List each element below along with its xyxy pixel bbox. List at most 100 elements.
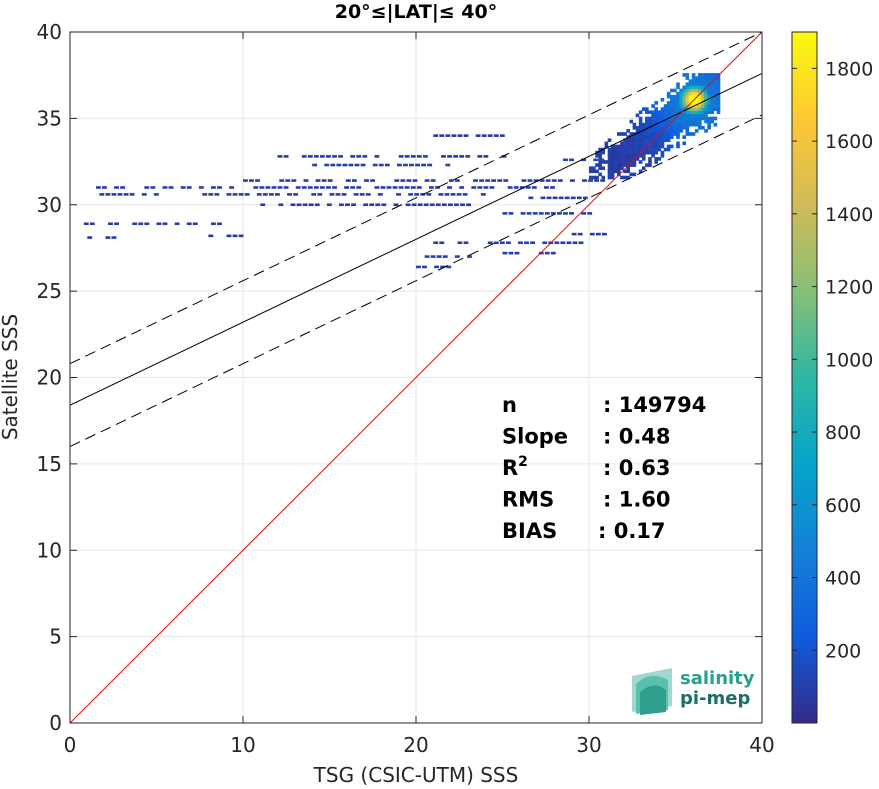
- heatmap-cell: [645, 132, 649, 136]
- heatmap-cell: [651, 116, 655, 121]
- heatmap-cell: [564, 196, 570, 200]
- heatmap-cell: [657, 135, 662, 139]
- heatmap-cell: [403, 163, 408, 167]
- heatmap-cell: [685, 94, 690, 99]
- heatmap-cell: [688, 79, 693, 83]
- heatmap-cell: [648, 116, 652, 121]
- heatmap-cell: [448, 203, 453, 207]
- heatmap-cell: [617, 166, 621, 171]
- heatmap-cell: [356, 186, 362, 189]
- heatmap-cell: [489, 186, 495, 189]
- heatmap-cell: [638, 138, 643, 143]
- heatmap-cell: [694, 79, 699, 83]
- heatmap-cell: [477, 186, 483, 189]
- heatmap-cell: [375, 203, 381, 207]
- heatmap-cell: [657, 144, 662, 149]
- heatmap-cell: [710, 88, 715, 93]
- heatmap-cell: [632, 153, 637, 158]
- heatmap-cell: [283, 155, 289, 158]
- heatmap-cell: [592, 175, 596, 180]
- heatmap-cell: [446, 265, 452, 269]
- heatmap-cell: [666, 104, 671, 108]
- heatmap-cell: [330, 163, 336, 167]
- heatmap-cell: [688, 85, 693, 90]
- y-tick-label: 40: [37, 20, 62, 44]
- heatmap-cell: [673, 125, 677, 130]
- heatmap-cell: [539, 179, 545, 182]
- y-tick-label: 0: [49, 711, 62, 735]
- heatmap-cell: [459, 186, 465, 189]
- heatmap-cell: [617, 153, 621, 158]
- heatmap-cell: [150, 186, 156, 189]
- heatmap-cell: [685, 82, 690, 87]
- heatmap-cell: [95, 186, 101, 189]
- heatmap-cell: [707, 73, 711, 77]
- heatmap-cell: [277, 186, 283, 189]
- heatmap-cell: [313, 186, 319, 189]
- heatmap-cell: [327, 179, 333, 182]
- heatmap-cell: [648, 125, 652, 130]
- heatmap-cell: [493, 241, 499, 245]
- heatmap-cell: [673, 88, 677, 93]
- heatmap-cell: [713, 82, 718, 87]
- heatmap-cell: [394, 179, 400, 182]
- heatmap-cell: [679, 119, 683, 124]
- heatmap-cell: [487, 241, 493, 245]
- heatmap-cell: [550, 251, 556, 255]
- heatmap-cell: [629, 153, 634, 158]
- heatmap-cell: [463, 241, 469, 245]
- upper-band-line: [69, 31, 763, 365]
- heatmap-cell: [186, 186, 192, 189]
- heatmap-cell: [445, 163, 451, 167]
- heatmap-cell: [688, 110, 693, 115]
- heatmap-cell: [676, 82, 680, 87]
- heatmap-cell: [707, 79, 711, 83]
- heatmap-cell: [313, 155, 319, 158]
- heatmap-cell: [604, 144, 609, 149]
- heatmap-cell: [691, 82, 696, 87]
- heatmap-cell: [685, 113, 690, 118]
- heatmap-cell: [296, 203, 302, 207]
- heatmap-cell: [462, 193, 468, 196]
- heatmap-cell: [607, 163, 612, 167]
- heatmap-cell: [673, 129, 677, 133]
- heatmap-cell: [552, 196, 558, 200]
- heatmap-cell: [610, 166, 615, 171]
- heatmap-cell: [613, 163, 618, 167]
- heatmap-cell: [654, 125, 659, 130]
- heatmap-cell: [314, 203, 320, 207]
- heatmap-cell: [648, 135, 652, 139]
- colorbar-gradient: [791, 31, 818, 724]
- heatmap-cell: [601, 160, 606, 164]
- heatmap-cell: [623, 157, 627, 161]
- heatmap-cell: [694, 116, 699, 121]
- heatmap-cell: [632, 172, 637, 177]
- heatmap-cell: [669, 135, 674, 139]
- heatmap-cell: [610, 147, 615, 152]
- heatmap-cell: [528, 196, 534, 200]
- heatmap-cell: [669, 144, 674, 149]
- heatmap-cell: [410, 186, 416, 189]
- heatmap-cell: [704, 129, 708, 133]
- heatmap-cell: [114, 222, 119, 226]
- heatmap-cell: [657, 119, 662, 124]
- y-axis-ticks: 0 5 10 15 20 25 30 35 40: [37, 20, 762, 735]
- heatmap-cell: [186, 222, 192, 226]
- heatmap-cell: [430, 179, 436, 182]
- heatmap-cell: [710, 110, 715, 115]
- heatmap-cell: [353, 193, 359, 196]
- heatmap-cell: [582, 196, 588, 200]
- heatmap-cell: [623, 153, 627, 158]
- heatmap-cell: [691, 110, 696, 115]
- heatmap-cell: [598, 166, 602, 171]
- heatmap-cell: [632, 122, 637, 127]
- heatmap-cell: [666, 147, 671, 152]
- heatmap-cell: [645, 110, 649, 115]
- heatmap-cell: [657, 138, 662, 143]
- heatmap-cell: [701, 110, 705, 115]
- heatmap-cell: [626, 144, 630, 149]
- heatmap-cell: [275, 193, 280, 196]
- heatmap-cell: [319, 186, 325, 189]
- heatmap-cell: [424, 179, 430, 182]
